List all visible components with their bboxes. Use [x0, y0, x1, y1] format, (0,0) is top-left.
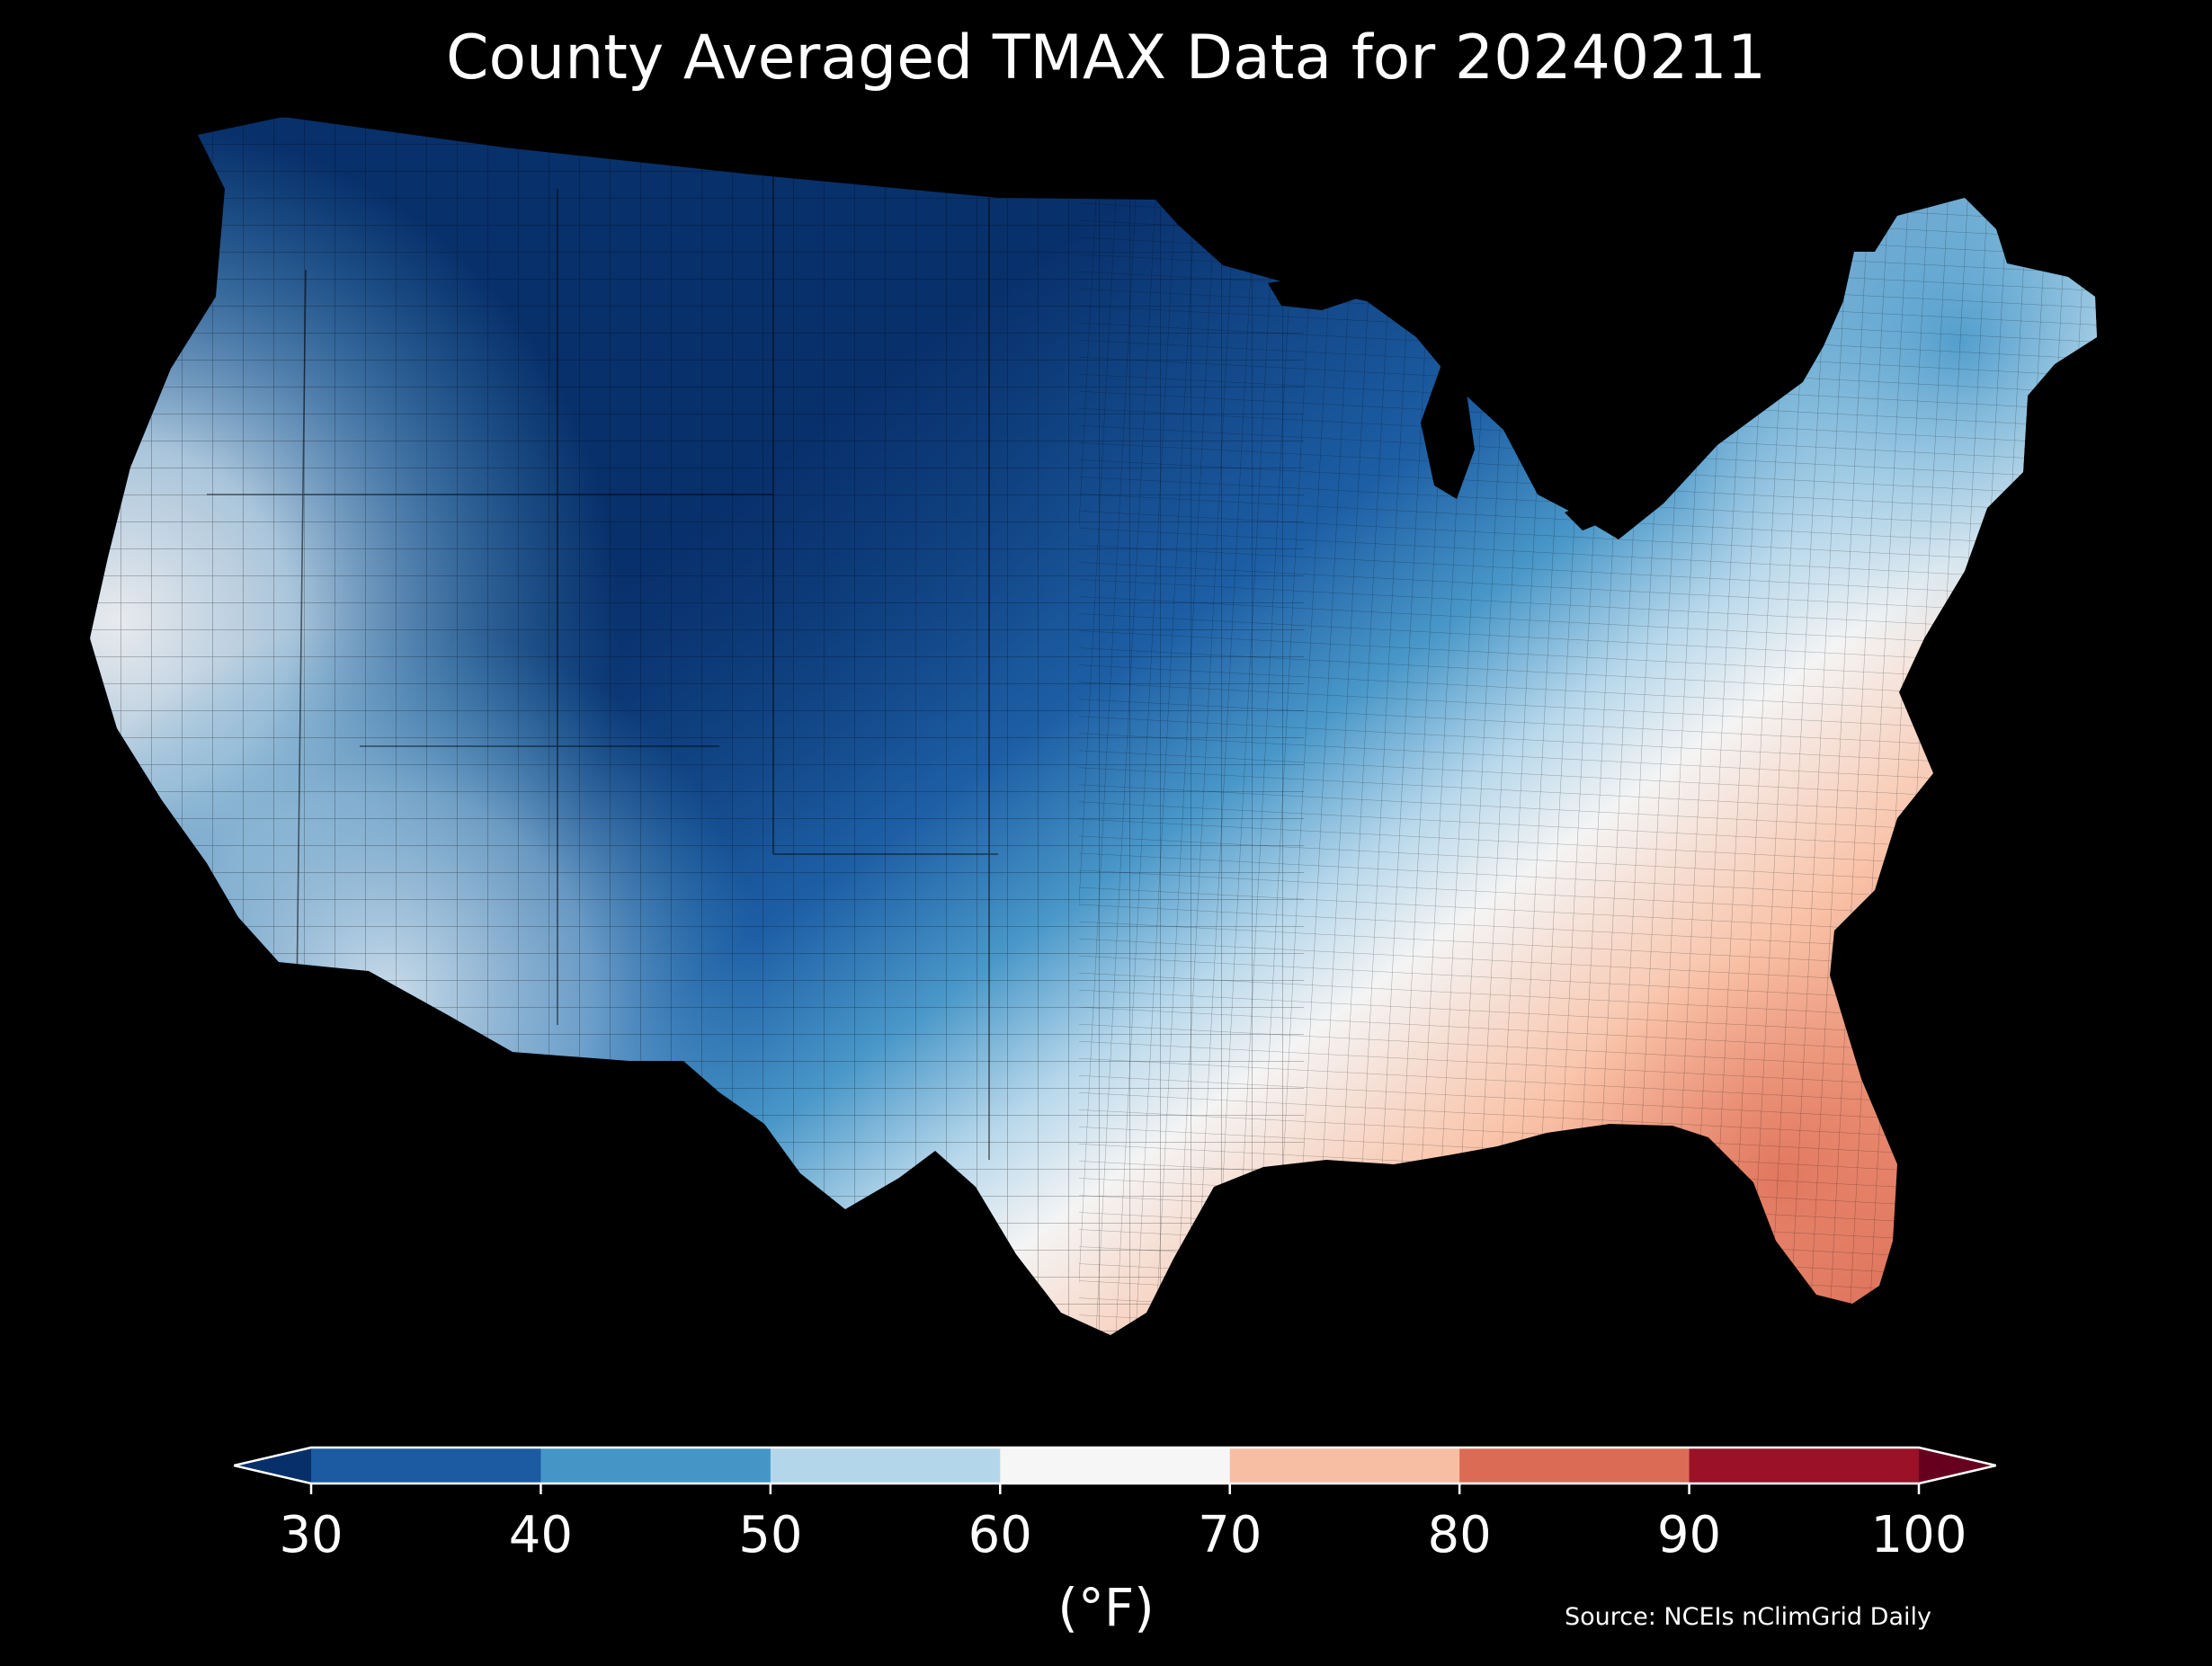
lake-erie [1565, 490, 1628, 530]
colorbar-tick-label: 100 [1870, 1506, 1967, 1564]
us-map-svg [90, 117, 2097, 1335]
colorbar-tick-label: 40 [508, 1506, 574, 1564]
colorbar-tick-label: 70 [1198, 1506, 1262, 1564]
colorbar-tick-label: 50 [738, 1506, 803, 1564]
colorbar-tick-label: 60 [968, 1506, 1032, 1564]
colorbar-under-arrow [234, 1448, 311, 1483]
source-note: Source: NCEIs nClimGrid Daily [1565, 1603, 1931, 1631]
colorbar-bin-30-40 [311, 1448, 541, 1483]
colorbar-bin-80-90 [1459, 1448, 1690, 1483]
colorbar-bin-50-60 [770, 1448, 1001, 1483]
colorbar-tick-label: 30 [279, 1506, 343, 1564]
colorbar-bin-90-100 [1689, 1448, 1920, 1483]
colorbar-tick-label: 80 [1427, 1506, 1492, 1564]
colorbar-unit-label: (°F) [1057, 1577, 1155, 1638]
eastern-county-lines [1079, 117, 2097, 1335]
colorbar-bin-40-50 [540, 1448, 772, 1483]
lake-superior [1268, 274, 1362, 310]
us-county-map [90, 117, 2122, 1412]
colorbar-tick-label: 90 [1656, 1506, 1722, 1564]
colorbar-bin-70-80 [1229, 1448, 1460, 1483]
colorbar [234, 1446, 1996, 1494]
lake-michigan [1421, 360, 1475, 499]
map-title: County Averaged TMAX Data for 20240211 [446, 22, 1766, 94]
colorbar-over-arrow [1919, 1448, 1996, 1483]
state-lines [207, 171, 998, 1160]
colorbar-bin-60-70 [1000, 1448, 1231, 1483]
